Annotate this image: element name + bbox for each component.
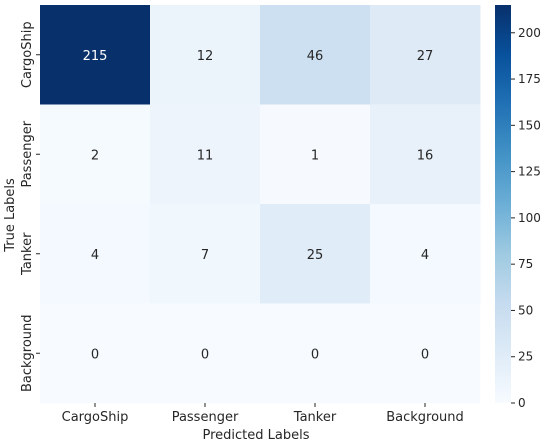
heatmap-cell <box>370 104 481 205</box>
y-tick-label: Background <box>20 314 35 392</box>
heatmap-cell <box>370 303 481 404</box>
colorbar-tick-label: 175 <box>518 72 541 86</box>
heatmap-cell <box>150 104 261 205</box>
y-tick-label: Tanker <box>20 232 35 276</box>
cell-value-label: 27 <box>417 49 434 64</box>
colorbar-tick-label: 200 <box>518 26 541 40</box>
heatmap-cell <box>370 204 481 304</box>
cell-value-label: 11 <box>197 148 214 163</box>
heatmap-cell <box>370 5 481 105</box>
cell-value-label: 4 <box>91 248 99 263</box>
heatmap-cell <box>40 303 151 404</box>
colorbar-ticks: 0 25 50 75 100 125 150 175 200 <box>511 26 541 410</box>
colorbar-tick-label: 0 <box>518 396 526 410</box>
heatmap-cell <box>260 104 371 205</box>
cell-value-label: 1 <box>311 148 319 163</box>
cell-value-label: 0 <box>91 347 99 362</box>
colorbar-tick-label: 25 <box>518 350 533 364</box>
heatmap-cell <box>150 5 261 105</box>
cell-value-label: 7 <box>201 248 209 263</box>
cell-value-label: 16 <box>417 148 434 163</box>
cell-value-label: 25 <box>307 248 324 263</box>
heatmap-cell <box>40 104 151 205</box>
heatmap-cell <box>260 303 371 404</box>
x-tick-label: CargoShip <box>62 410 129 425</box>
cell-value-label: 46 <box>307 49 324 64</box>
cell-value-label: 12 <box>197 49 214 64</box>
heatmap-cell <box>40 5 151 105</box>
heatmap-cell <box>150 303 261 404</box>
colorbar-tick-label: 125 <box>518 165 541 179</box>
heatmap-cell <box>40 204 151 304</box>
x-axis-ticks: CargoShip Passenger Tanker Background <box>62 403 464 425</box>
cell-value-label: 215 <box>83 49 108 64</box>
heatmap-cell <box>150 204 261 304</box>
x-axis-label: Predicted Labels <box>202 428 309 443</box>
cell-value-label: 2 <box>91 148 99 163</box>
cell-value-label: 4 <box>421 248 429 263</box>
y-tick-label: CargoShip <box>20 21 35 88</box>
colorbar <box>495 5 511 403</box>
x-tick-label: Tanker <box>293 410 337 425</box>
heatmap-cell-labels: 215 12 46 272 11 1 164 7 25 40 0 0 0 <box>83 49 434 363</box>
x-tick-label: Passenger <box>172 410 239 425</box>
cell-value-label: 0 <box>311 347 319 362</box>
y-tick-label: Passenger <box>20 120 35 187</box>
cell-value-label: 0 <box>421 347 429 362</box>
heatmap-cell <box>260 204 371 304</box>
y-axis-ticks: CargoShip Passenger Tanker Background <box>20 21 40 392</box>
heatmap-cells <box>40 5 481 404</box>
cell-value-label: 0 <box>201 347 209 362</box>
colorbar-tick-label: 75 <box>518 257 533 271</box>
x-tick-label: Background <box>386 410 464 425</box>
colorbar-tick-label: 100 <box>518 211 541 225</box>
heatmap-cell <box>260 5 371 105</box>
colorbar-tick-label: 50 <box>518 303 533 317</box>
y-axis-label: True Labels <box>3 178 18 253</box>
colorbar-tick-label: 150 <box>518 118 541 132</box>
